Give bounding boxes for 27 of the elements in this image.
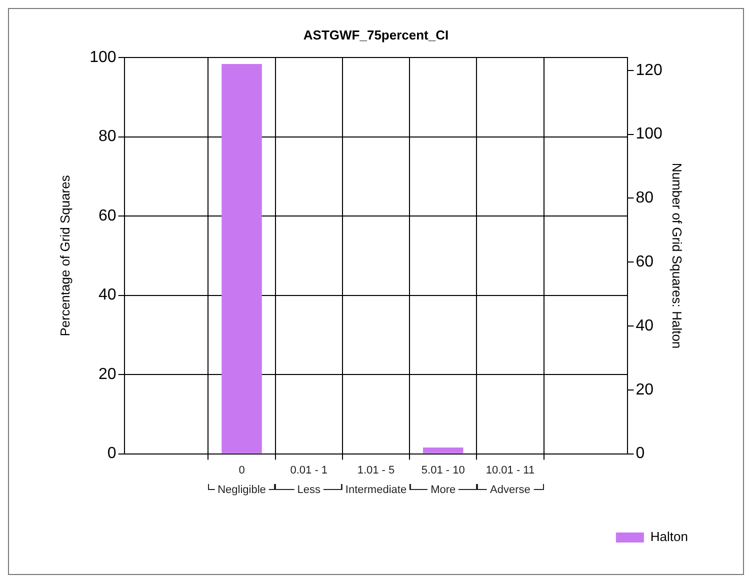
- text: More: [428, 484, 459, 496]
- text: Less: [294, 484, 324, 496]
- y-tick-label: 100: [90, 49, 116, 66]
- chart-title: ASTGWF_75percent_CI: [303, 27, 449, 42]
- y2-tick-label: 40: [636, 317, 654, 334]
- x-tick-label: 1.01 - 5: [357, 464, 395, 476]
- y-tick-label: 40: [98, 286, 116, 304]
- text: Negligible: [214, 484, 269, 496]
- y2-tick-label: 20: [636, 381, 654, 398]
- y-tick-label: 0: [107, 445, 116, 462]
- y2-axis-title: Number of Grid Squares: Halton: [670, 162, 685, 349]
- y-axis-title: Percentage of Grid Squares: [57, 174, 72, 336]
- y2-tick-label: 60: [636, 253, 654, 270]
- y2-tick-label: 80: [636, 190, 654, 207]
- text: Adverse: [487, 484, 534, 496]
- y2-tick-label: 0: [636, 445, 645, 462]
- x-tick-label: 0.01 - 1: [290, 464, 328, 476]
- x-tick-label: 10.01 - 11: [486, 464, 535, 476]
- x-tick-label: 0: [238, 464, 245, 476]
- y-tick-label: 20: [98, 366, 116, 383]
- y-tick-label: 80: [98, 128, 116, 146]
- y2-tick-label: 120: [636, 62, 662, 79]
- text: Intermediate: [342, 484, 410, 496]
- x-tick-label: 5.01 - 10: [421, 464, 465, 476]
- legend-label: Halton: [650, 529, 688, 544]
- y2-tick-label: 100: [636, 126, 662, 143]
- y-tick-label: 60: [98, 207, 116, 224]
